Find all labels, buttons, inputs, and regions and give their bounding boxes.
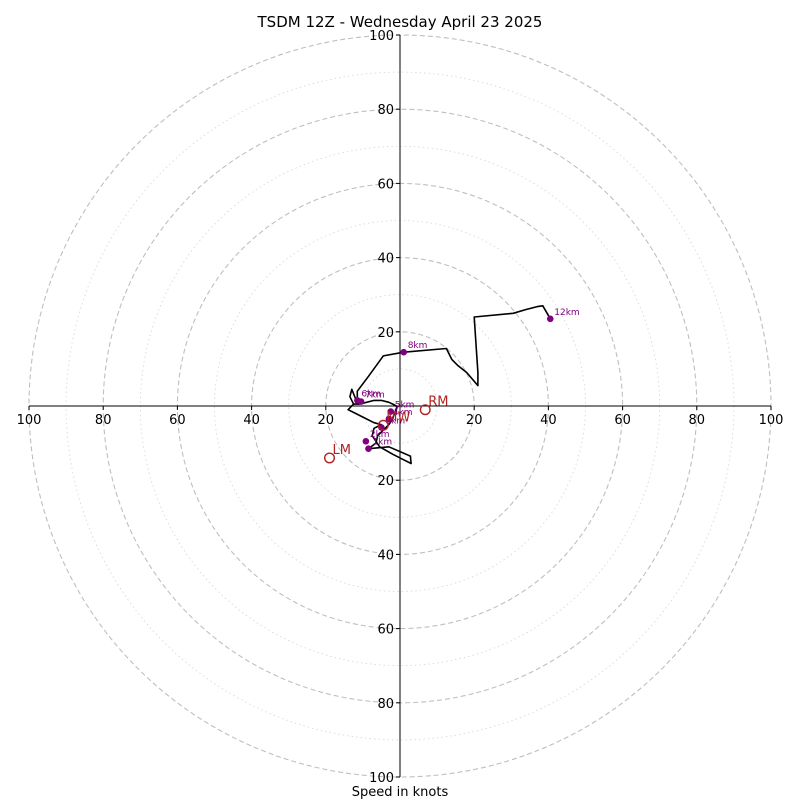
y-tick-label: 60: [377, 177, 394, 192]
hodograph-trace-main: [349, 304, 551, 450]
x-tick-label: 20: [466, 413, 483, 428]
y-tick-label: 20: [377, 474, 394, 489]
x-axis-label: Speed in knots: [352, 785, 449, 800]
height-marker-label: 2km: [370, 430, 390, 440]
hodograph-trace-lower: [347, 403, 412, 465]
height-marker-label: 5km: [395, 401, 415, 411]
storm-motion-mw: [377, 419, 389, 431]
height-marker-label: 12km: [554, 308, 579, 318]
storm-motion-label: RM: [428, 395, 448, 410]
height-marker-2km: [362, 437, 370, 445]
x-tick-label: 40: [243, 413, 260, 428]
x-tick-label: 40: [540, 413, 557, 428]
height-marker-1km: [365, 445, 372, 452]
storm-motions: RM LM MW: [324, 395, 448, 464]
height-marker-12km: [546, 315, 554, 323]
storm-motion-label: MW: [386, 410, 410, 425]
x-tick-label: 80: [95, 413, 112, 428]
x-tick-label: 100: [17, 413, 42, 428]
x-tick-label: 60: [614, 413, 631, 428]
height-marker-5km: [387, 408, 395, 415]
height-marker-label: 7km: [365, 391, 385, 401]
y-tick-label: 40: [377, 548, 394, 563]
tick-labels: 100 100 80 80 60 60 40 40 20 20 20 20 40 40 60 60 80 80 10…: [17, 29, 784, 786]
height-marker-7km: [357, 398, 365, 405]
y-tick-label: 80: [377, 103, 394, 118]
height-marker-label: 4km: [393, 408, 413, 418]
height-marker-8km: [400, 348, 408, 356]
height-marker-label: 6km: [361, 389, 381, 399]
height-marker-4km: [385, 415, 393, 423]
hodograph-trace: [347, 304, 551, 465]
y-tick-label: 40: [377, 252, 394, 267]
x-tick-label: 80: [689, 413, 706, 428]
storm-motion-label: LM: [333, 443, 351, 458]
y-tick-label: 60: [377, 623, 394, 638]
x-tick-label: 60: [169, 413, 186, 428]
y-tick-label: 80: [377, 697, 394, 712]
chart-title: TSDM 12Z - Wednesday April 23 2025: [257, 13, 543, 31]
y-tick-label: 20: [377, 326, 394, 341]
height-marker-label: 3km: [385, 417, 405, 427]
storm-motion-lm: [324, 452, 336, 464]
y-tick-label: 100: [369, 771, 394, 786]
storm-motion-rm: [419, 404, 431, 416]
height-marker-label: 1km: [372, 438, 392, 448]
height-marker-label: 8km: [408, 341, 428, 351]
axes: [29, 35, 771, 777]
x-tick-label: 20: [318, 413, 335, 428]
x-tick-label: 100: [759, 413, 784, 428]
y-tick-label: 100: [369, 29, 394, 44]
